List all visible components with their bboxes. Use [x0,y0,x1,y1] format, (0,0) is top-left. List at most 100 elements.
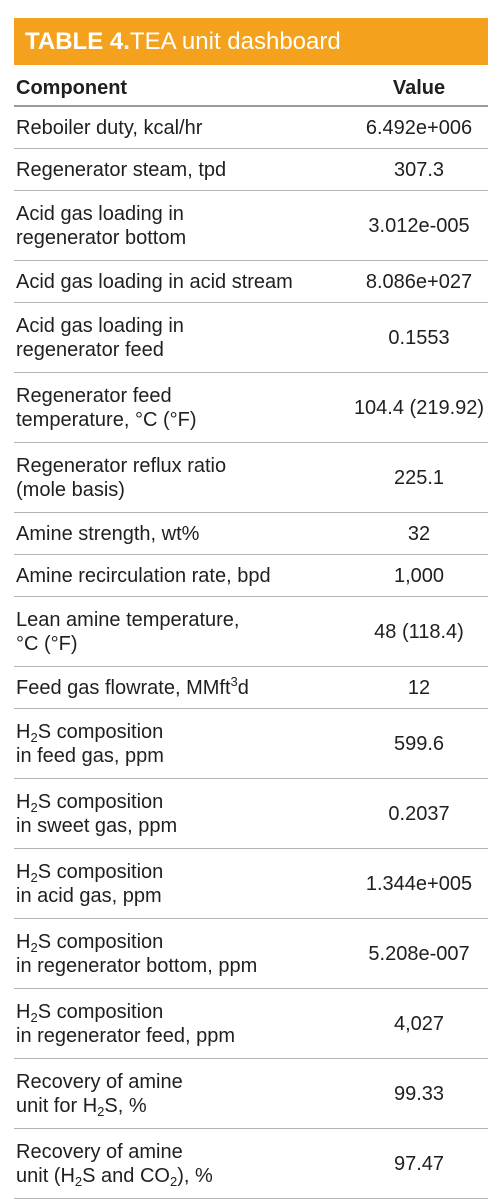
subscript: 2 [30,799,38,815]
component-column-header: Component [16,76,128,99]
value-cell: 1.344e+005 [365,872,473,895]
component-text-line1: Recovery of amine [16,1070,183,1093]
value-cell: 5.208e-007 [368,942,470,965]
component-text-part: d [237,676,249,699]
component-cell: Reboiler duty, kcal/hr [14,116,350,140]
value-cell: 3.012e-005 [368,214,470,237]
component-text-line1: Regenerator feed [16,384,172,407]
value-column-header: Value [392,76,446,99]
component-cell: Recovery of amine unit (H2S and CO2), % [14,1140,350,1188]
component-text-part: Feed gas flowrate, MMft [16,676,231,699]
component-text-line1: Acid gas loading in [16,314,184,337]
value-cell: 307.3 [393,158,445,181]
value-cell: 32 [407,522,431,545]
value-cell: 225.1 [393,466,445,489]
table-row: H2S composition in sweet gas, ppm 0.2037 [14,779,488,849]
component-text-part: unit (H [16,1164,75,1187]
component-cell: Recovery of amine unit for H2S, % [14,1070,350,1118]
subscript: 2 [97,1103,105,1119]
table-number-label: TABLE 4. [25,27,130,55]
component-text-part: ), % [177,1164,213,1187]
component-cell: Acid gas loading in acid stream [14,270,350,294]
table-row: Amine strength, wt% 32 [14,513,488,555]
component-text-part: unit for H [16,1094,98,1117]
superscript: 3 [230,673,238,689]
component-text-line2: temperature, °C (°F) [16,408,197,431]
component-cell: Amine strength, wt% [14,522,350,546]
component-text-part: S composition [37,720,164,743]
table-row: Regenerator reflux ratio (mole basis) 225… [14,443,488,513]
component-text-line1: Lean amine temperature, [16,608,240,631]
component-text-line2: (mole basis) [16,478,125,501]
table-row: Lean amine temperature, °C (°F) 48 (118.4… [14,597,488,667]
data-table: Component Value Reboiler duty, kcal/hr 6… [14,71,488,1199]
value-cell: 99.33 [393,1082,445,1105]
component-text-line2: regenerator feed [16,338,164,361]
component-cell: Feed gas flowrate, MMft3d [14,673,350,700]
component-text-part: S, % [104,1094,147,1117]
table-row: Acid gas loading in regenerator bottom 3.… [14,191,488,261]
table-row: Amine recirculation rate, bpd 1,000 [14,555,488,597]
component-text: Regenerator steam, tpd [16,158,227,181]
subscript: 2 [30,939,38,955]
subscript: 2 [30,729,38,745]
component-text-line2: °C (°F) [16,632,78,655]
component-cell: H2S composition in sweet gas, ppm [14,790,350,838]
table-title-bar: TABLE 4. TEA unit dashboard [14,18,488,65]
component-text-part: S composition [37,930,164,953]
component-text-part: H [16,860,31,883]
component-text-part: H [16,1000,31,1023]
component-text-part: S and CO [82,1164,170,1187]
component-text: Reboiler duty, kcal/hr [16,116,203,139]
value-cell: 6.492e+006 [365,116,473,139]
component-cell: Lean amine temperature, °C (°F) [14,608,350,656]
value-cell: 48 (118.4) [374,620,464,643]
table-row: Regenerator feed temperature, °C (°F) 104… [14,373,488,443]
table-row: H2S composition in regenerator feed, ppm … [14,989,488,1059]
subscript: 2 [169,1173,178,1189]
subscript: 2 [74,1173,83,1189]
component-text-line2: regenerator bottom [16,226,187,249]
value-cell: 12 [407,676,431,699]
table-row: Recovery of amine unit (H2S and CO2), % 9… [14,1129,488,1199]
component-text-part: H [16,720,31,743]
component-text: Amine recirculation rate, bpd [16,564,271,587]
component-text-part: S composition [37,860,164,883]
value-cell: 0.2037 [388,802,450,825]
table-row: H2S composition in acid gas, ppm 1.344e+0… [14,849,488,919]
component-cell: Acid gas loading in regenerator bottom [14,202,350,250]
table-row: Recovery of amine unit for H2S, % 99.33 [14,1059,488,1129]
component-cell: H2S composition in acid gas, ppm [14,860,350,908]
table-row: Reboiler duty, kcal/hr 6.492e+006 [14,107,488,149]
table-header-row: Component Value [14,71,488,107]
table-row: Regenerator steam, tpd 307.3 [14,149,488,191]
component-cell: Acid gas loading in regenerator feed [14,314,350,362]
value-cell: 8.086e+027 [365,270,473,293]
table-row: Acid gas loading in acid stream 8.086e+0… [14,261,488,303]
subscript: 2 [30,1009,38,1025]
value-cell: 1,000 [393,564,445,587]
component-text-line1: Regenerator reflux ratio [16,454,227,477]
component-cell: H2S composition in feed gas, ppm [14,720,350,768]
component-text-line1: Acid gas loading in [16,202,184,225]
component-cell: H2S composition in regenerator feed, ppm [14,1000,350,1048]
component-cell: Regenerator feed temperature, °C (°F) [14,384,350,432]
table-row: H2S composition in feed gas, ppm 599.6 [14,709,488,779]
component-text-line2: in regenerator feed, ppm [16,1024,236,1047]
component-text: Amine strength, wt% [16,522,200,545]
component-text: Acid gas loading in acid stream [16,270,293,293]
value-cell: 599.6 [393,732,445,755]
component-text-part: S composition [37,790,164,813]
component-text-line2: in sweet gas, ppm [16,814,178,837]
value-cell: 0.1553 [388,326,450,349]
component-text-line2: in feed gas, ppm [16,744,164,767]
component-cell: Regenerator steam, tpd [14,158,350,182]
subscript: 2 [30,869,38,885]
component-cell: Amine recirculation rate, bpd [14,564,350,588]
component-text-line1: Recovery of amine [16,1140,183,1163]
table-row: H2S composition in regenerator bottom, pp… [14,919,488,989]
value-cell: 104.4 (219.92) [353,396,485,419]
value-cell: 4,027 [393,1012,445,1035]
component-text-line2: in regenerator bottom, ppm [16,954,258,977]
